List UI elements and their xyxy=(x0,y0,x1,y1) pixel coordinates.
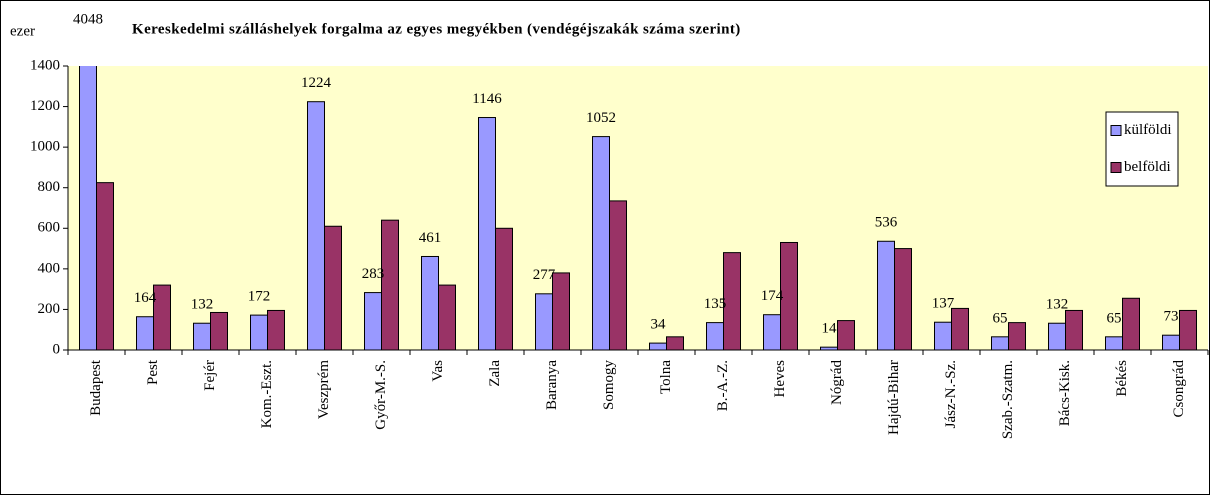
bar xyxy=(535,293,553,350)
data-label: 283 xyxy=(362,266,385,282)
data-label: 65 xyxy=(993,310,1008,326)
bar xyxy=(136,316,154,350)
data-label: 73 xyxy=(1164,309,1179,325)
bar xyxy=(706,322,724,350)
bar xyxy=(609,200,627,350)
x-tick-label: Heves xyxy=(772,360,788,398)
y-tick-label: 800 xyxy=(38,179,61,195)
data-label: 4048 xyxy=(73,11,103,27)
x-tick-label: Bács-Kisk. xyxy=(1057,360,1073,426)
bar xyxy=(649,342,667,350)
y-tick-label: 200 xyxy=(38,301,61,317)
x-tick-label: Hajdú-Bihar xyxy=(886,360,902,435)
x-tick-label: B.-A.-Z. xyxy=(715,360,731,411)
bar xyxy=(1179,309,1197,350)
legend-swatch xyxy=(1110,162,1122,173)
data-label: 135 xyxy=(704,296,727,312)
legend-swatch xyxy=(1110,125,1122,136)
data-label: 132 xyxy=(1046,297,1069,313)
data-label: 174 xyxy=(761,288,784,304)
bar xyxy=(666,336,684,350)
y-tick-label: 400 xyxy=(38,260,61,276)
data-label: 14 xyxy=(822,321,838,337)
bar xyxy=(1065,309,1083,350)
plot-background xyxy=(68,66,1208,350)
bar xyxy=(1105,336,1123,350)
bar xyxy=(267,309,285,350)
bar xyxy=(495,227,513,350)
legend-label: belföldi xyxy=(1124,159,1171,175)
legend-label: külföldi xyxy=(1124,122,1172,138)
bar xyxy=(837,320,855,350)
bar xyxy=(951,307,969,350)
bar xyxy=(324,225,342,350)
x-tick-label: Budapest xyxy=(88,359,104,416)
bar xyxy=(79,66,97,350)
bars xyxy=(79,66,1197,350)
y-axis-label: ezer xyxy=(10,23,35,39)
chart-title: Kereskedelmi szálláshelyek forgalma az e… xyxy=(132,21,741,37)
x-tick-label: Békés xyxy=(1114,360,1130,397)
x-tick-label: Nógrád xyxy=(829,360,845,405)
bar xyxy=(478,117,496,350)
bar xyxy=(438,284,456,350)
data-label: 65 xyxy=(1107,310,1122,326)
bar xyxy=(894,248,912,350)
x-tick-label: Győr-M.-S. xyxy=(373,360,389,430)
data-label: 277 xyxy=(533,267,556,283)
x-tick-label: Fejér xyxy=(202,360,218,391)
x-tick-label: Zala xyxy=(487,360,503,387)
y-tick-label: 1000 xyxy=(30,139,60,155)
x-tick-label: Veszprém xyxy=(316,360,332,419)
data-label: 137 xyxy=(932,296,955,312)
bar xyxy=(210,311,228,350)
bar xyxy=(763,314,781,350)
data-label: 1146 xyxy=(472,91,502,107)
bar xyxy=(193,322,211,350)
x-tick-label: Vas xyxy=(430,360,446,382)
data-label: 536 xyxy=(875,215,898,231)
bar xyxy=(1122,297,1140,350)
data-label: 164 xyxy=(134,290,157,306)
bar xyxy=(991,336,1009,350)
data-label: 132 xyxy=(191,297,214,313)
x-tick-label: Csongrád xyxy=(1171,360,1187,418)
bar xyxy=(934,321,952,350)
bar xyxy=(1008,322,1026,350)
bar xyxy=(1048,322,1066,350)
data-label: 172 xyxy=(248,289,271,305)
data-label: 461 xyxy=(419,230,442,246)
bar xyxy=(421,255,439,350)
x-tick-label: Tolna xyxy=(658,360,674,394)
bar xyxy=(153,284,171,350)
y-tick-label: 0 xyxy=(53,341,61,357)
data-label: 1052 xyxy=(586,110,616,126)
bar xyxy=(552,272,570,350)
x-tick-label: Kom.-Eszt. xyxy=(259,360,275,428)
x-tick-label: Baranya xyxy=(544,360,560,410)
bar xyxy=(780,241,798,350)
bar xyxy=(877,240,895,350)
bar xyxy=(381,219,399,350)
data-label: 34 xyxy=(651,317,667,333)
bar xyxy=(592,136,610,350)
bar xyxy=(307,101,325,350)
bar xyxy=(1162,334,1180,350)
y-tick-label: 1400 xyxy=(30,57,60,73)
bar xyxy=(96,182,114,350)
x-tick-label: Pest xyxy=(145,359,161,385)
x-tick-label: Jász-N.-Sz. xyxy=(943,360,959,428)
y-tick-label: 1200 xyxy=(30,98,60,114)
legend-box xyxy=(1105,111,1179,187)
x-tick-label: Somogy xyxy=(601,360,617,411)
y-tick-label: 600 xyxy=(38,220,61,236)
bar xyxy=(364,292,382,350)
bar xyxy=(723,252,741,350)
data-label: 1224 xyxy=(301,75,332,91)
x-tick-label: Szab.-Szatm. xyxy=(1000,360,1016,439)
bar xyxy=(250,314,268,350)
